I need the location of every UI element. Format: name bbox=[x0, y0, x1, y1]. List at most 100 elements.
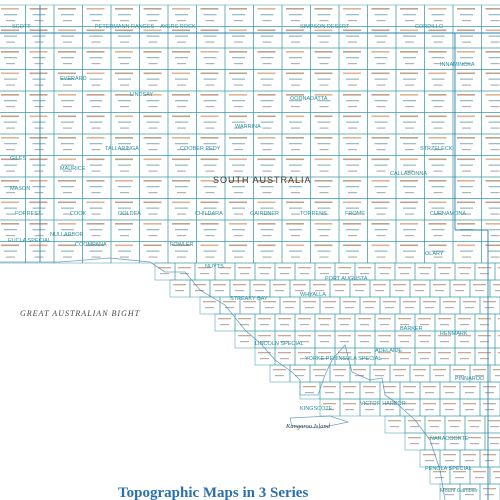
sheet-code-mark bbox=[376, 192, 386, 194]
sheet-number-mark bbox=[61, 250, 74, 252]
sheet-code-mark bbox=[455, 477, 464, 479]
sheet-name-mark bbox=[286, 115, 304, 118]
sheet-name-mark bbox=[323, 386, 336, 388]
sheet-code-mark bbox=[420, 273, 429, 275]
sheet-name-mark bbox=[438, 335, 451, 337]
sheet-name-mark bbox=[423, 454, 436, 456]
sheet-number-mark bbox=[460, 250, 473, 252]
map-sheet-cell bbox=[494, 330, 500, 349]
sheet-code-mark bbox=[34, 256, 44, 258]
sheet-code-mark bbox=[445, 494, 454, 496]
map-sheet-cell bbox=[339, 381, 361, 400]
sheet-code-mark bbox=[63, 235, 72, 237]
sheet-code-mark bbox=[91, 20, 101, 22]
sheet-code-mark bbox=[455, 375, 464, 377]
sheet-code-mark bbox=[177, 127, 186, 129]
sheet-code-mark bbox=[120, 192, 129, 194]
sheet-name-mark bbox=[428, 201, 447, 204]
sheet-name-mark bbox=[493, 369, 500, 371]
sheet-code-mark bbox=[405, 106, 414, 108]
sheet-number-mark bbox=[431, 57, 445, 59]
sheet-code-mark bbox=[465, 392, 474, 394]
sheet-code-mark bbox=[262, 63, 272, 65]
map-sheet-cell bbox=[489, 364, 500, 383]
sheet-code-mark bbox=[460, 324, 469, 326]
sheet-number-mark bbox=[32, 207, 46, 209]
sheet-name-mark bbox=[343, 72, 361, 75]
sheet-number-mark bbox=[89, 207, 103, 209]
sheet-number-mark bbox=[118, 143, 131, 145]
sheet-number-mark bbox=[118, 78, 131, 80]
sheet-code-mark bbox=[6, 41, 15, 43]
sheet-name-mark bbox=[229, 51, 247, 53]
sheet-code-mark bbox=[262, 256, 272, 258]
region-label-scott: SCOTT bbox=[12, 24, 31, 30]
sheet-name-mark bbox=[457, 51, 475, 53]
sheet-name-mark bbox=[343, 8, 361, 10]
sheet-code-mark bbox=[91, 41, 101, 43]
sheet-name-mark bbox=[115, 29, 133, 32]
sheet-name-mark bbox=[408, 420, 421, 422]
sheet-code-mark bbox=[6, 84, 15, 86]
sheet-code-mark bbox=[319, 192, 329, 194]
sheet-name-mark bbox=[428, 137, 447, 139]
map-sheet-cell bbox=[444, 415, 466, 434]
sheet-name-mark bbox=[443, 301, 456, 303]
sheet-code-mark bbox=[360, 273, 369, 275]
sheet-number-mark bbox=[61, 100, 74, 102]
map-sheet-cell bbox=[314, 330, 336, 349]
sheet-name-mark bbox=[143, 72, 162, 75]
sheet-number-mark bbox=[317, 57, 331, 59]
sheet-name-mark bbox=[443, 454, 456, 456]
sheet-name-mark bbox=[443, 488, 456, 490]
sheet-code-mark bbox=[348, 192, 357, 194]
sheet-number-mark bbox=[317, 121, 331, 123]
sheet-code-mark bbox=[462, 106, 471, 108]
region-label-adelaide: ADELAIDE bbox=[375, 348, 403, 354]
sheet-number-mark bbox=[89, 100, 103, 102]
state-label: SOUTH AUSTRALIA bbox=[213, 175, 312, 185]
sheet-number-mark bbox=[4, 250, 17, 252]
sheet-code-mark bbox=[320, 324, 329, 326]
sheet-name-mark bbox=[1, 72, 19, 75]
sheet-name-mark bbox=[418, 352, 431, 354]
sheet-code-mark bbox=[148, 213, 158, 215]
sheet-name-mark bbox=[428, 158, 447, 161]
sheet-code-mark bbox=[120, 41, 129, 43]
sheet-name-mark bbox=[458, 267, 471, 269]
sheet-code-mark bbox=[490, 192, 500, 194]
sheet-code-mark bbox=[319, 170, 329, 172]
sheet-number-mark bbox=[232, 250, 245, 252]
sheet-name-mark bbox=[29, 8, 48, 10]
sheet-code-mark bbox=[319, 213, 329, 215]
sheet-number-mark bbox=[317, 14, 331, 16]
sheet-name-mark bbox=[485, 244, 500, 247]
sheet-name-mark bbox=[115, 51, 133, 53]
sheet-name-mark bbox=[383, 403, 396, 405]
sheet-name-mark bbox=[343, 29, 361, 32]
sheet-name-mark bbox=[229, 94, 247, 96]
sheet-code-mark bbox=[148, 256, 158, 258]
sheet-number-mark bbox=[118, 250, 131, 252]
sheet-number-mark bbox=[4, 100, 17, 102]
map-sheet-cell bbox=[349, 364, 371, 383]
map-sheet-cell bbox=[419, 449, 441, 468]
sheet-code-mark bbox=[234, 106, 243, 108]
sheet-code-mark bbox=[34, 149, 44, 151]
sheet-name-mark bbox=[86, 29, 105, 32]
sheet-number-mark bbox=[32, 186, 46, 188]
region-label-torrens: TORRENS bbox=[300, 211, 327, 217]
region-label-lindsay: LINDSAY bbox=[130, 92, 153, 98]
sheet-name-mark bbox=[86, 94, 105, 96]
sheet-name-mark bbox=[423, 403, 436, 405]
sheet-name-mark bbox=[400, 51, 418, 53]
sheet-code-mark bbox=[405, 235, 414, 237]
sheet-code-mark bbox=[365, 392, 374, 394]
sheet-name-mark bbox=[218, 267, 231, 269]
region-label-simpson: SIMPSON DESERT bbox=[300, 24, 350, 30]
sheet-code-mark bbox=[220, 273, 229, 275]
sheet-code-mark bbox=[63, 213, 72, 215]
sheet-code-mark bbox=[120, 213, 129, 215]
sheet-number-mark bbox=[4, 78, 17, 80]
sheet-name-mark bbox=[363, 403, 376, 405]
